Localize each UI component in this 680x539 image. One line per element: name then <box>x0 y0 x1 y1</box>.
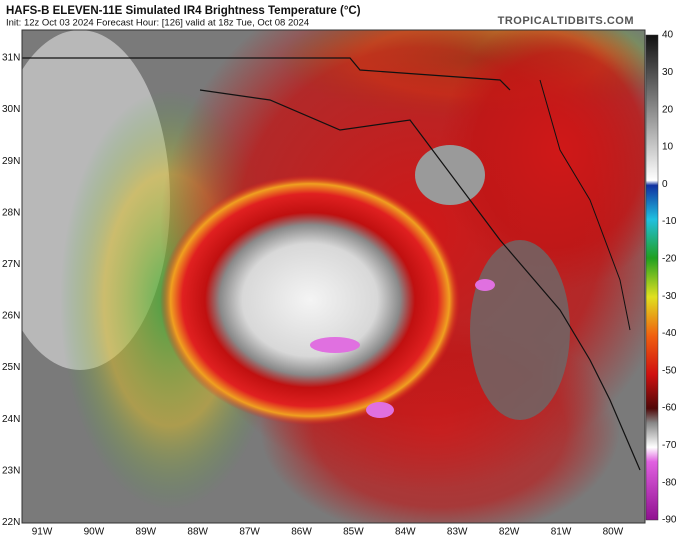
lat-label: 24N <box>2 414 20 425</box>
lon-label: 89W <box>136 527 157 538</box>
colorbar-tick-label: -80 <box>662 477 677 488</box>
colorbar-tick-label: 20 <box>662 104 674 115</box>
lon-label: 83W <box>447 527 468 538</box>
lat-label: 28N <box>2 207 20 218</box>
lon-label: 80W <box>603 527 624 538</box>
lat-label: 23N <box>2 465 20 476</box>
title: HAFS-B ELEVEN-11E Simulated IR4 Brightne… <box>6 5 361 17</box>
lon-label: 86W <box>291 527 312 538</box>
colorbar-tick-label: -60 <box>662 403 677 414</box>
lon-label: 82W <box>499 527 520 538</box>
colorbar <box>645 34 659 521</box>
colorbar-tick-label: 30 <box>662 67 674 78</box>
lon-label: 88W <box>187 527 208 538</box>
colorbar-tick-label: 40 <box>662 30 674 41</box>
lat-label: 27N <box>2 259 20 270</box>
lon-label: 84W <box>395 527 416 538</box>
lat-label: 22N <box>2 517 20 528</box>
colorbar-tick-label: -10 <box>662 216 677 227</box>
lat-label: 29N <box>2 156 20 167</box>
colorbar-tick-label: 0 <box>662 179 668 190</box>
lon-label: 81W <box>551 527 572 538</box>
lon-label: 91W <box>32 527 53 538</box>
colorbar-tick-label: -70 <box>662 440 677 451</box>
colorbar-tick-label: -20 <box>662 253 677 264</box>
colorbar-tick-label: -40 <box>662 328 677 339</box>
lon-label: 90W <box>84 527 105 538</box>
lat-label: 25N <box>2 362 20 373</box>
info: Init: 12z Oct 03 2024 Forecast Hour: [12… <box>6 18 309 29</box>
colorbar-tick-label: -90 <box>662 515 677 526</box>
colorbar-tick-label: -30 <box>662 291 677 302</box>
map-frame <box>21 29 646 524</box>
colorbar-tick-label: 10 <box>662 142 674 153</box>
colorbar-tick-label: -50 <box>662 365 677 376</box>
lon-label: 87W <box>239 527 260 538</box>
lat-label: 30N <box>2 104 20 115</box>
site-name: TROPICALTIDBITS.COM <box>498 15 634 27</box>
lon-label: 85W <box>343 527 364 538</box>
lat-label: 26N <box>2 311 20 322</box>
lat-label: 31N <box>2 53 20 64</box>
